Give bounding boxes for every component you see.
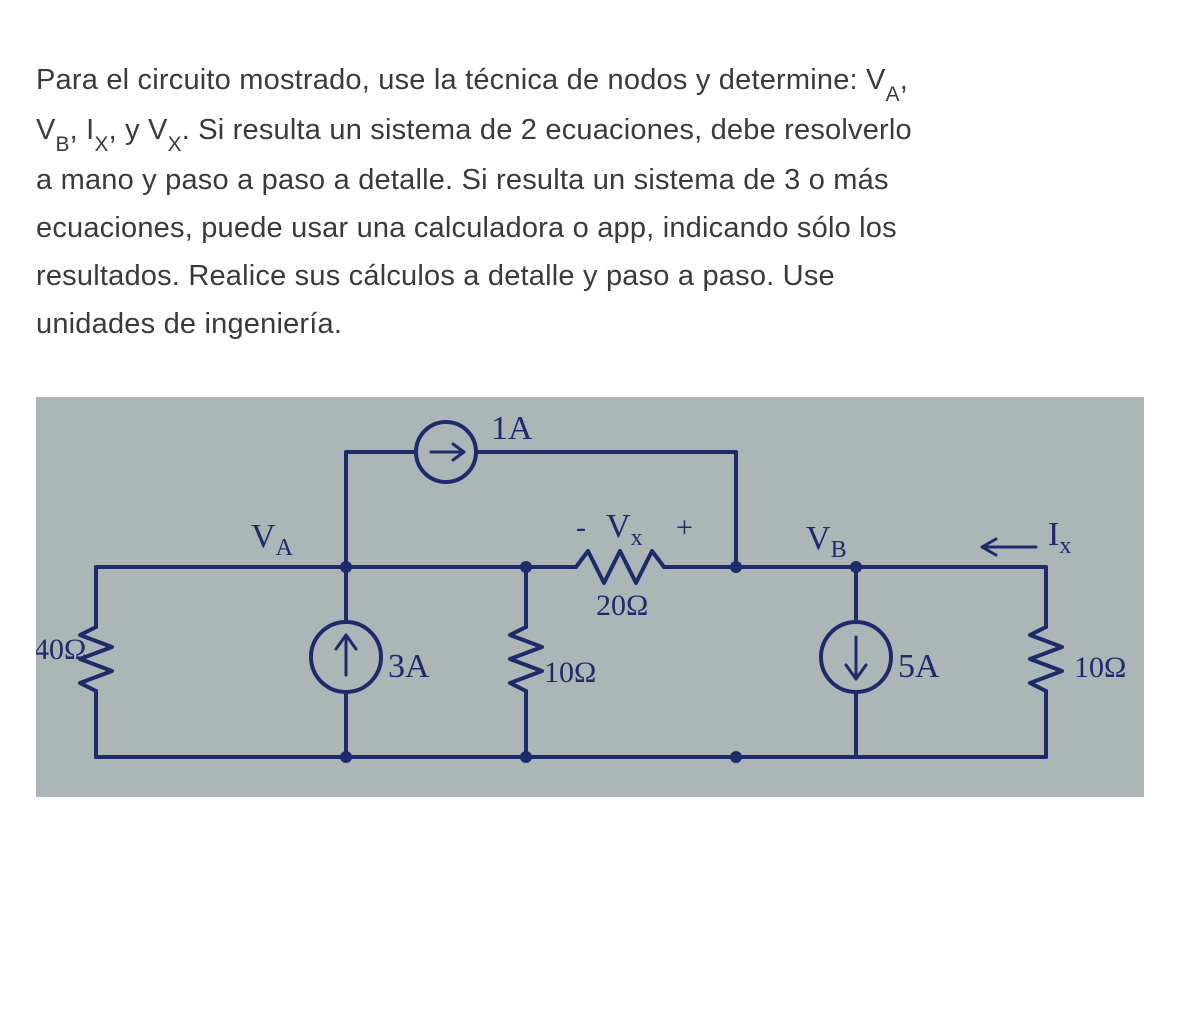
question-text: Para el circuito mostrado, use la técnic… <box>36 57 1143 349</box>
label-vx-plus: + <box>676 511 693 544</box>
q-l1-pre: Para el circuito mostrado, use la técnic… <box>36 64 886 96</box>
label-r10b: 10Ω <box>1074 651 1126 684</box>
q-l2-s3: X <box>168 133 182 156</box>
q-l1-post: , <box>900 64 908 96</box>
node-5a-dot <box>850 561 862 573</box>
label-r20: 20Ω <box>596 589 648 622</box>
circuit-svg: 1A 40Ω 3A <box>36 397 1144 797</box>
label-5a: 5A <box>898 648 940 685</box>
q-l2-p4: . Si resulta un sistema de 2 ecuaciones,… <box>182 114 912 146</box>
q-l2-p2: , I <box>70 114 95 146</box>
node-mid-dot <box>520 561 532 573</box>
q-l2-p3: , y V <box>109 114 168 146</box>
node-b-dot <box>730 561 742 573</box>
paper-bg <box>36 397 1144 797</box>
q-l1-sub1: A <box>886 83 900 106</box>
label-vx-minus: - <box>576 511 586 544</box>
bot-a-dot <box>340 751 352 763</box>
node-a-dot <box>340 561 352 573</box>
q-l5: resultados. Realice sus cálculos a detal… <box>36 260 835 292</box>
circuit-diagram: 1A 40Ω 3A <box>36 397 1144 797</box>
q-l2-s2: X <box>94 133 108 156</box>
q-l4: ecuaciones, puede usar una calculadora o… <box>36 212 897 244</box>
label-r10a: 10Ω <box>544 656 596 689</box>
label-1a: 1A <box>491 410 533 447</box>
q-l2-s1: B <box>56 133 70 156</box>
q-l3: a mano y paso a paso a detalle. Si resul… <box>36 164 889 196</box>
bot-b-dot <box>730 751 742 763</box>
q-l6: unidades de ingeniería. <box>36 308 342 340</box>
q-l2-p1: V <box>36 114 56 146</box>
label-3a: 3A <box>388 648 430 685</box>
label-r40: 40Ω <box>36 633 86 666</box>
bot-mid-dot <box>520 751 532 763</box>
